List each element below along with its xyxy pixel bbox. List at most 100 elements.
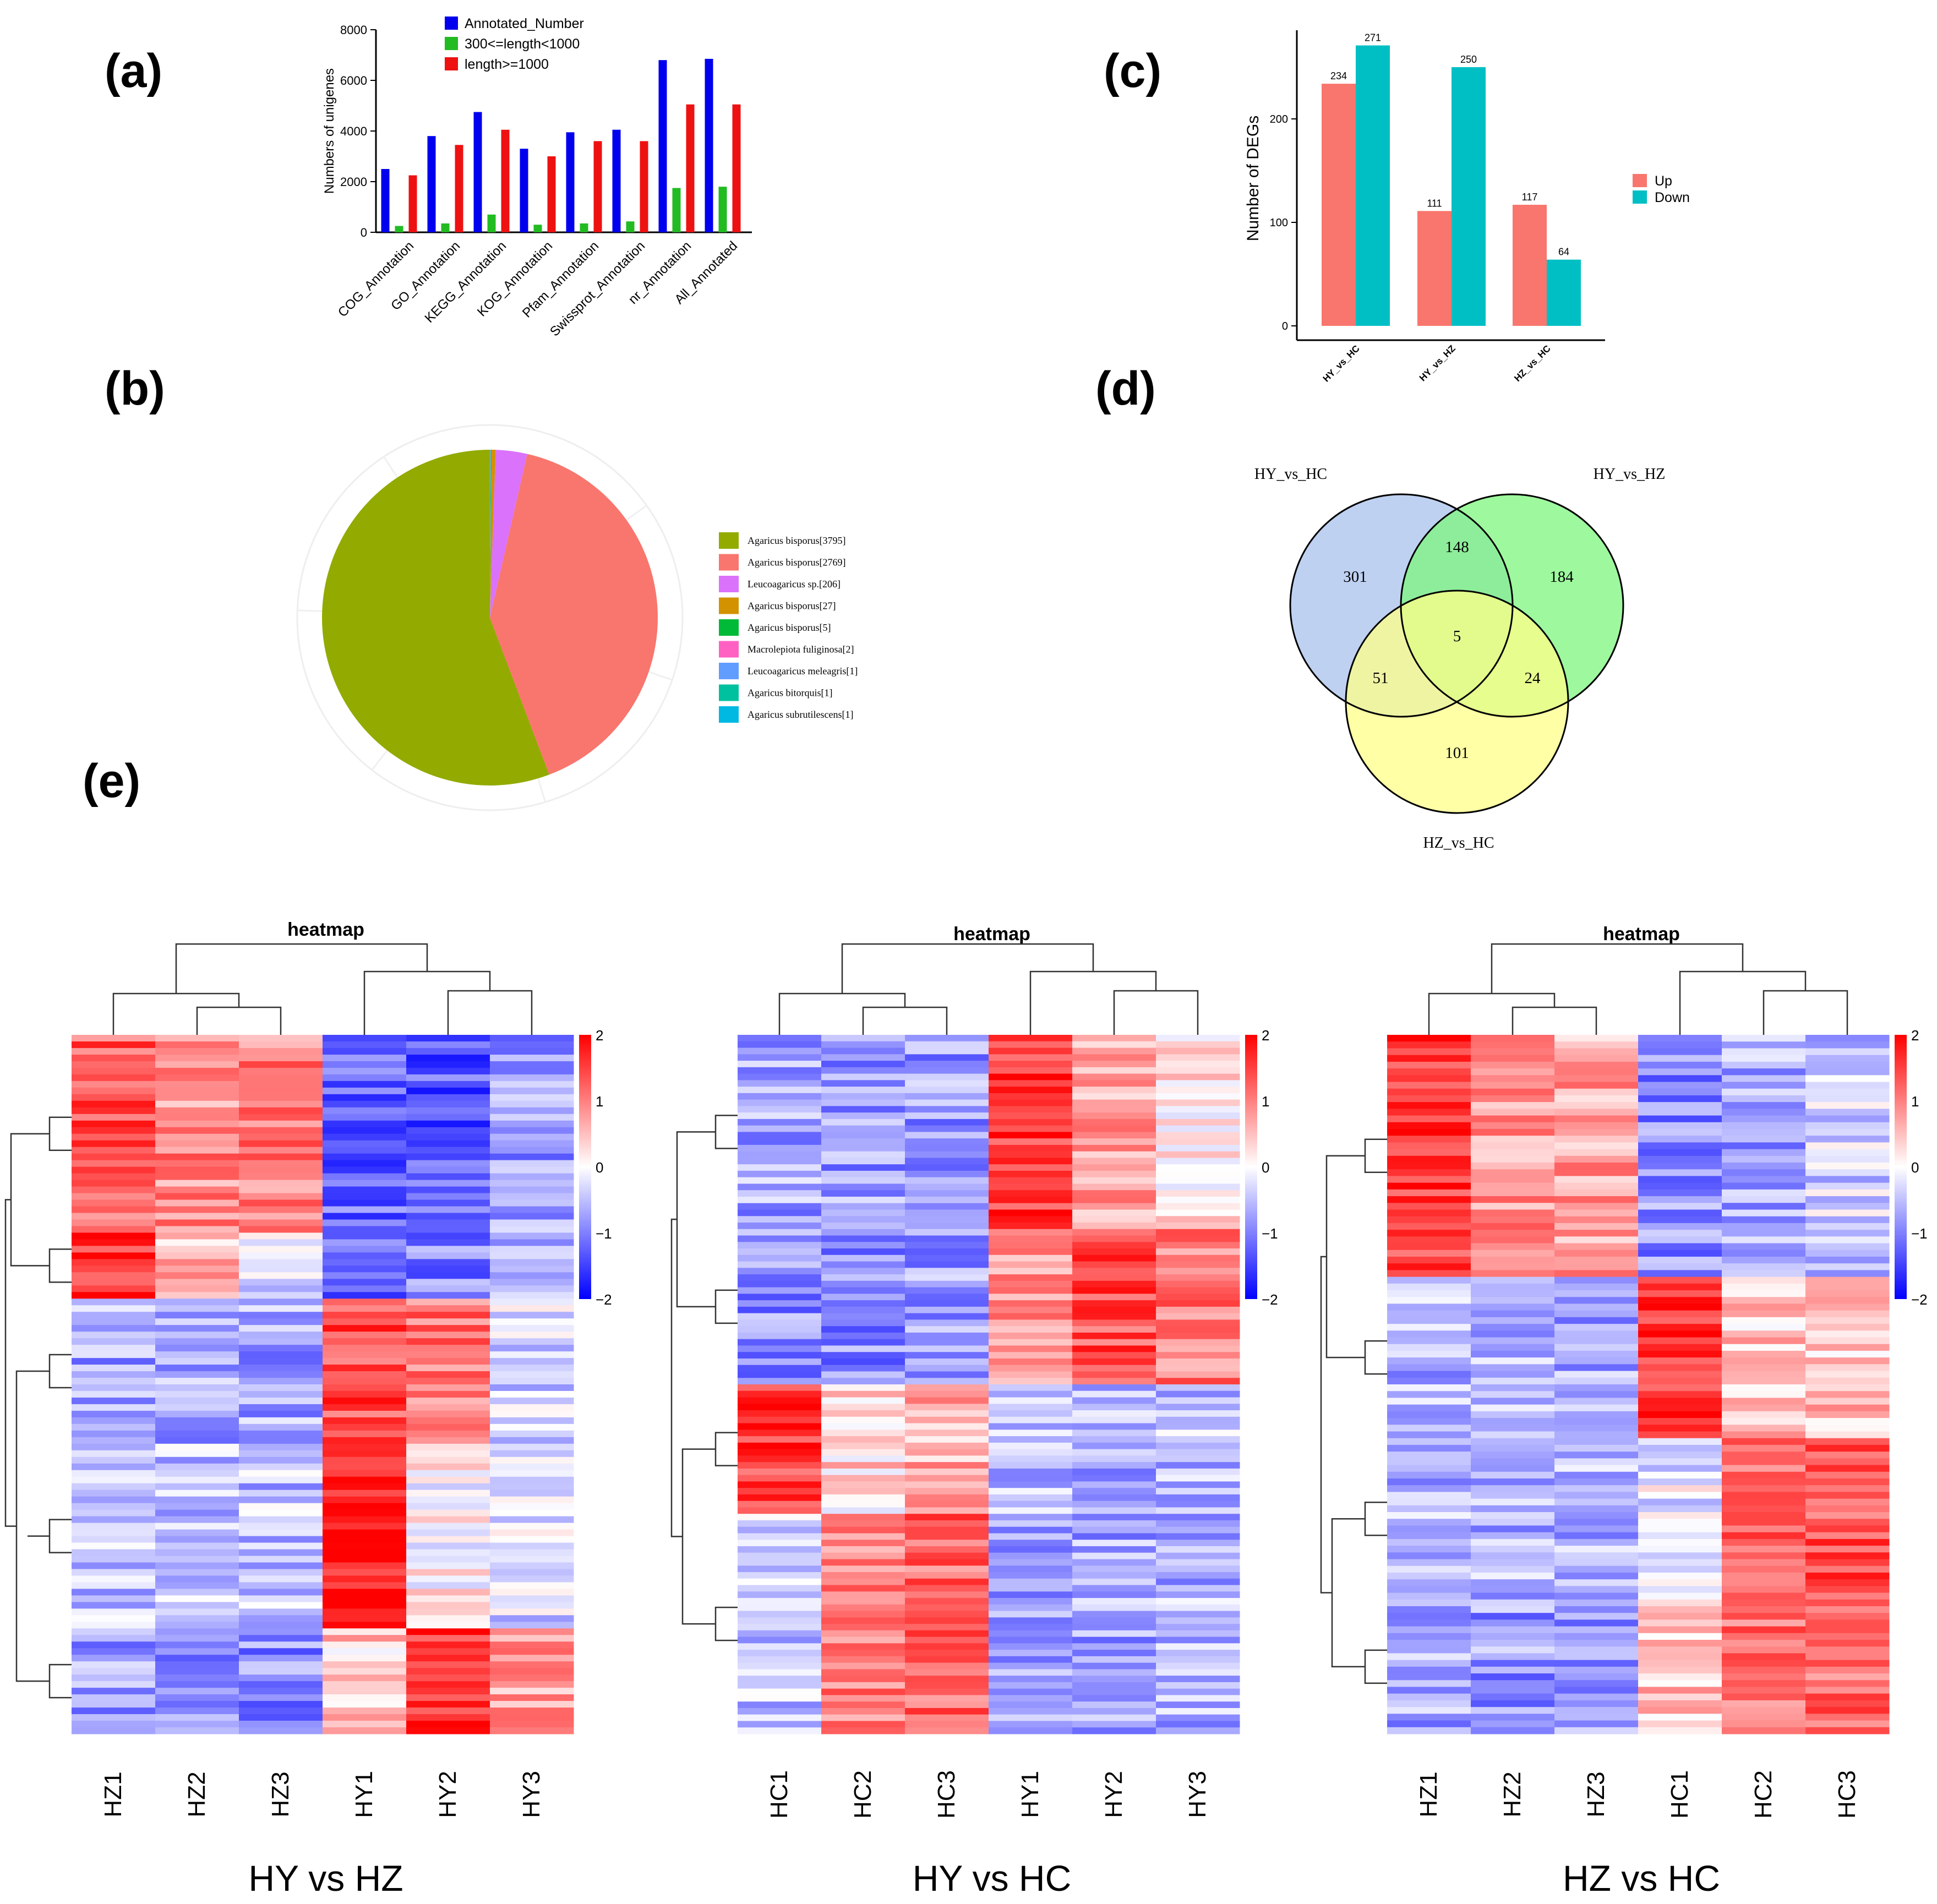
heatmap-cell [821, 1598, 905, 1605]
heatmap-cell [989, 1585, 1073, 1592]
heatmap-cell [155, 1648, 239, 1655]
heatmap-cell [1156, 1572, 1240, 1579]
heatmap-cell [490, 1694, 574, 1701]
heatmap-cell [72, 1272, 156, 1279]
heatmap-cell [1156, 1144, 1240, 1152]
heatmap-cell [905, 1371, 989, 1378]
heatmap-cell [1471, 1606, 1555, 1613]
heatmap-cell [738, 1378, 822, 1385]
heatmap-cell [989, 1662, 1073, 1670]
heatmap-cell [989, 1196, 1073, 1204]
heatmap-cell [239, 1081, 323, 1088]
heatmap-cell [821, 1203, 905, 1210]
heatmap-cell [905, 1268, 989, 1275]
heatmap-cell [1156, 1598, 1240, 1605]
heatmap-cell [1156, 1676, 1240, 1683]
heatmap-cell [1805, 1444, 1890, 1452]
heatmap-cell [490, 1714, 574, 1721]
heatmap-cell [490, 1226, 574, 1233]
heatmap-cell [1722, 1317, 1806, 1324]
heatmap-cell [1554, 1539, 1639, 1546]
heatmap-cell [72, 1239, 156, 1246]
heatmap-cell [1471, 1142, 1555, 1150]
heatmap-cell [239, 1628, 323, 1635]
heatmap-cell [1156, 1585, 1240, 1592]
heatmap-colorbar [1895, 1035, 1907, 1299]
heatmap-cell [1805, 1337, 1890, 1345]
a-bar [640, 141, 648, 232]
heatmap-cell [155, 1470, 239, 1477]
heatmap-cell [1805, 1115, 1890, 1123]
heatmap-cell [821, 1416, 905, 1424]
heatmap-cell [239, 1378, 323, 1385]
heatmap-cell [905, 1669, 989, 1676]
heatmap-cell [72, 1246, 156, 1253]
heatmap-cell [989, 1591, 1073, 1599]
heatmap-cell [1638, 1088, 1722, 1096]
heatmap-cell [821, 1546, 905, 1553]
heatmap-cell [1471, 1505, 1555, 1513]
heatmap-cell [406, 1589, 490, 1596]
heatmap-cell [323, 1668, 407, 1675]
heatmap-cell [239, 1338, 323, 1345]
heatmap-column-label: HZ2 [183, 1771, 210, 1817]
heatmap-cell [905, 1235, 989, 1242]
heatmap-cell [1471, 1250, 1555, 1257]
heatmap-cell [490, 1081, 574, 1088]
heatmap-cell [323, 1160, 407, 1168]
heatmap-cell [1387, 1586, 1471, 1594]
heatmap-cell [72, 1707, 156, 1715]
heatmap-cell [323, 1318, 407, 1325]
heatmap-cell [738, 1300, 822, 1307]
heatmap-cell [1387, 1337, 1471, 1345]
colorbar-tick-label: −1 [1911, 1225, 1928, 1242]
heatmap-cell [1638, 1270, 1722, 1278]
heatmap-cell [323, 1509, 407, 1517]
heatmap-cell [1471, 1687, 1555, 1694]
heatmap-cell [155, 1423, 239, 1431]
heatmap-cell [1638, 1169, 1722, 1176]
heatmap-cell [239, 1410, 323, 1418]
heatmap-cell [1471, 1055, 1555, 1062]
heatmap-cell [989, 1630, 1073, 1638]
heatmap-cell [323, 1635, 407, 1642]
heatmap-cell [1554, 1082, 1639, 1089]
heatmap-cell [1554, 1626, 1639, 1634]
heatmap-cell [989, 1397, 1073, 1404]
heatmap-cell [821, 1099, 905, 1106]
heatmap-cell [738, 1248, 822, 1256]
a-y-tick-label: 8000 [340, 23, 367, 37]
heatmap-cell [905, 1035, 989, 1042]
heatmap-cell [989, 1287, 1073, 1294]
heatmap-cell [1471, 1176, 1555, 1183]
a-bar [705, 58, 713, 233]
heatmap-cell [72, 1549, 156, 1557]
heatmap-cell [406, 1417, 490, 1425]
heatmap-cell [490, 1483, 574, 1491]
heatmap-cell [905, 1054, 989, 1061]
c-x-tick-label: HY_vs_HZ [1417, 343, 1458, 383]
heatmap-cell [490, 1305, 574, 1312]
heatmap-cell [821, 1430, 905, 1437]
heatmap-cell [490, 1542, 574, 1550]
a-bar [533, 225, 542, 232]
heatmap-cell [1471, 1720, 1555, 1728]
heatmap-cell [905, 1552, 989, 1559]
heatmap-cell [821, 1048, 905, 1055]
heatmap-cell [406, 1470, 490, 1477]
b-pie-grid-line [383, 456, 399, 478]
heatmap-cell [406, 1160, 490, 1168]
heatmap-cell [1387, 1142, 1471, 1150]
heatmap-cell [1471, 1660, 1555, 1667]
b-legend-swatch [719, 641, 739, 658]
heatmap-cell [1638, 1666, 1722, 1674]
heatmap-cell [738, 1662, 822, 1670]
heatmap-cell [72, 1668, 156, 1675]
heatmap-cell [155, 1635, 239, 1642]
heatmap-cell [239, 1285, 323, 1292]
heatmap-cell [1471, 1324, 1555, 1331]
panel-label-a: (a) [105, 45, 162, 97]
heatmap-cell [406, 1259, 490, 1266]
heatmap-cell [72, 1147, 156, 1154]
heatmap-caption: HY vs HZ [248, 1858, 403, 1898]
